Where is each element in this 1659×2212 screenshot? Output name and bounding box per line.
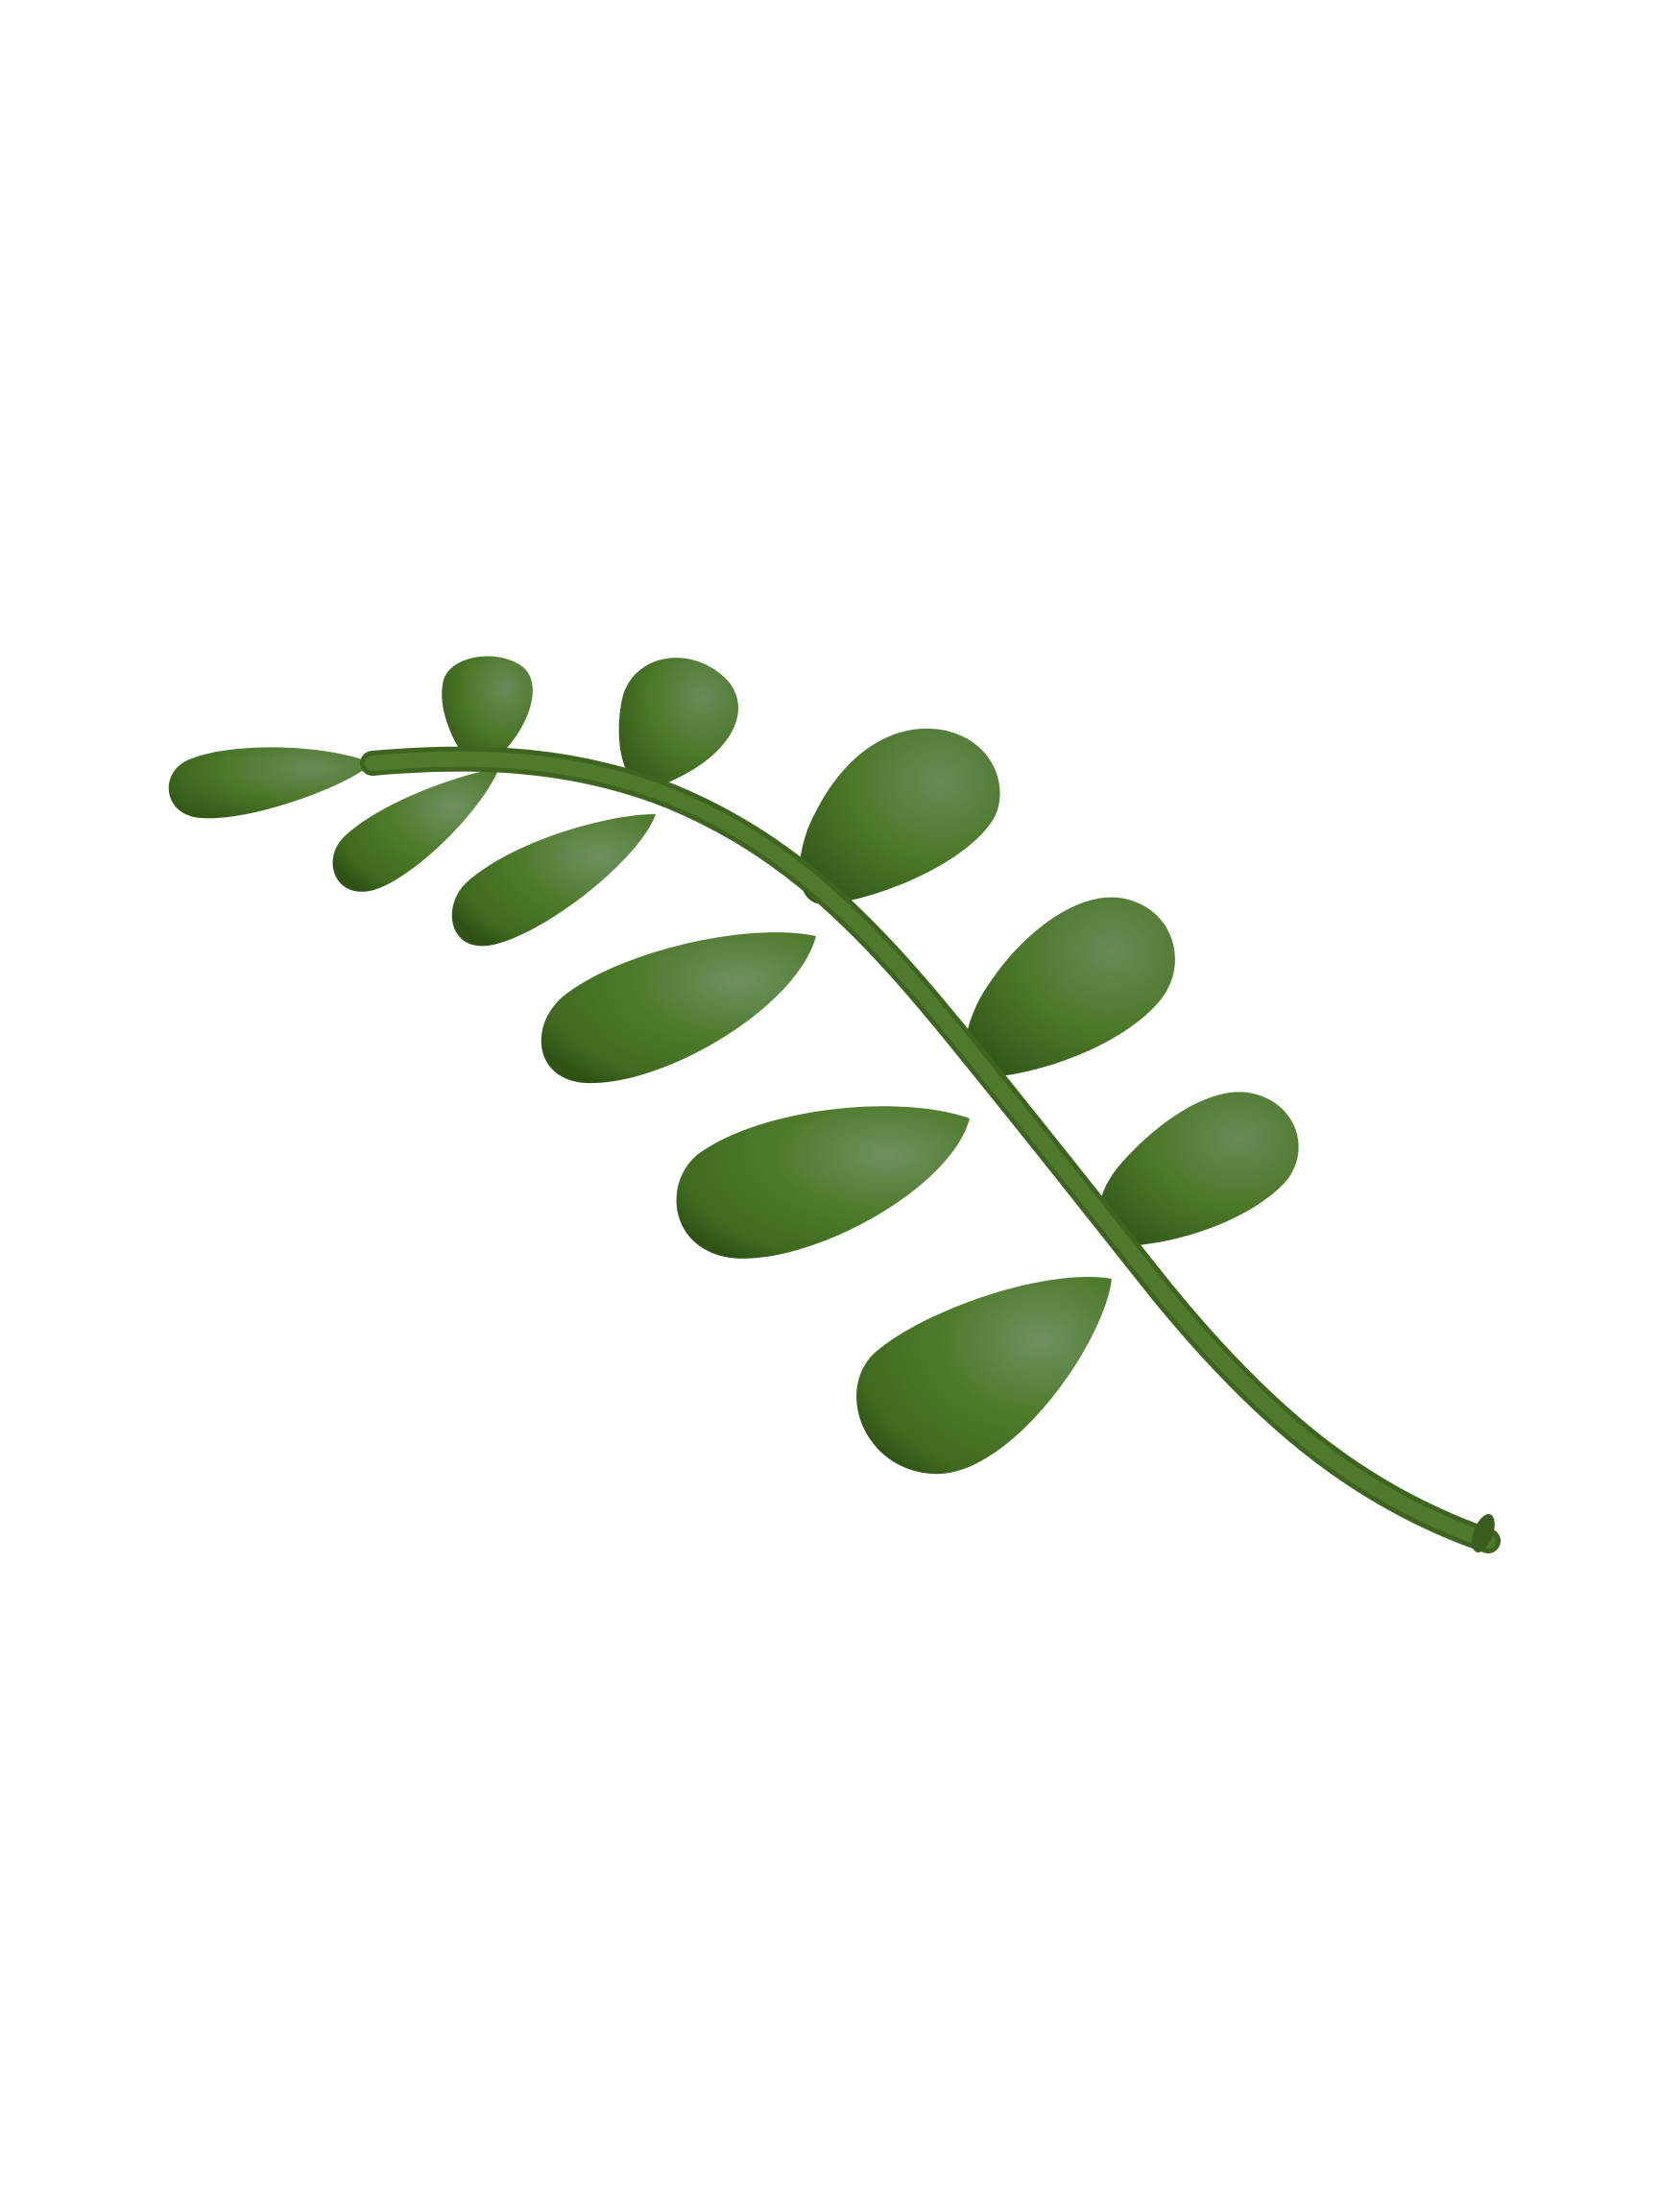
leaf (965, 897, 1175, 1077)
leaf (676, 1106, 970, 1259)
leaf (799, 728, 1000, 905)
leaf (442, 656, 533, 763)
stem (360, 746, 1501, 1553)
leaf (451, 814, 656, 947)
leaf (1097, 1092, 1299, 1246)
leaf (541, 932, 816, 1084)
leaves-right (442, 656, 1299, 1246)
leaves-left (168, 747, 1112, 1475)
leaf (856, 1277, 1112, 1475)
leaf (332, 768, 499, 892)
stem-end (1472, 1513, 1495, 1553)
leaf (618, 658, 738, 789)
leaf (168, 747, 373, 819)
